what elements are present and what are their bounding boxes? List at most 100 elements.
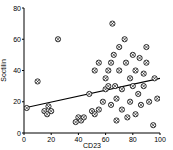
point-circle: [111, 52, 116, 57]
y-axis-label: Soctilin: [0, 59, 7, 82]
point-cross: [109, 103, 113, 107]
point: [130, 52, 135, 57]
point-cross: [139, 103, 143, 107]
y-tick-label: 60: [13, 36, 21, 43]
point: [103, 76, 108, 81]
point: [55, 37, 60, 42]
point-circle: [130, 52, 135, 57]
y-tick-label: 0: [17, 130, 21, 137]
point: [141, 71, 146, 76]
point-cross: [123, 37, 127, 41]
point: [127, 99, 132, 104]
point-circle: [35, 79, 40, 84]
point: [114, 118, 119, 123]
point-circle: [106, 84, 111, 89]
point-circle: [119, 87, 124, 92]
point-cross: [113, 84, 117, 88]
y-tick: [22, 8, 24, 9]
point: [96, 107, 101, 112]
point-cross: [117, 45, 121, 49]
chart: 020406080100020406080CD23Soctilin: [0, 0, 173, 150]
point: [106, 84, 111, 89]
point-circle: [125, 115, 130, 120]
point-cross: [136, 92, 140, 96]
x-tick-label: 60: [102, 136, 110, 143]
point: [144, 44, 149, 49]
x-tick-label: 100: [154, 136, 166, 143]
point-cross: [153, 77, 157, 81]
point: [152, 76, 157, 81]
point: [144, 60, 149, 65]
point-circle: [108, 60, 113, 65]
point-circle: [130, 84, 135, 89]
point-cross: [36, 80, 40, 84]
point-circle: [117, 68, 122, 73]
point-circle: [123, 60, 128, 65]
point: [119, 87, 124, 92]
point-circle: [144, 44, 149, 49]
point: [147, 99, 152, 104]
point-cross: [112, 53, 116, 57]
point: [117, 68, 122, 73]
point: [73, 119, 78, 124]
point-cross: [25, 106, 29, 110]
x-tick-label: 40: [75, 136, 83, 143]
point-circle: [141, 84, 146, 89]
point-circle: [113, 84, 118, 89]
point-circle: [144, 60, 149, 65]
point: [133, 68, 138, 73]
y-tick: [22, 39, 24, 40]
point-circle: [114, 96, 119, 101]
point: [108, 102, 113, 107]
point-circle: [46, 104, 51, 109]
point-cross: [120, 108, 124, 112]
point: [81, 115, 86, 120]
y-tick-label: 20: [13, 98, 21, 105]
point: [111, 52, 116, 57]
point-cross: [115, 119, 119, 123]
point-circle: [151, 123, 156, 128]
point-circle: [133, 68, 138, 73]
x-tick-label: 0: [22, 136, 26, 143]
point-circle: [103, 76, 108, 81]
point-cross: [47, 105, 51, 109]
x-axis-label: CD23: [83, 142, 101, 149]
plot-area: [24, 21, 160, 128]
point: [49, 109, 54, 114]
point-cross: [56, 37, 60, 41]
point-circle: [96, 60, 101, 65]
point-cross: [111, 22, 115, 26]
point: [130, 84, 135, 89]
point: [127, 76, 132, 81]
point-cross: [101, 100, 105, 104]
point-cross: [138, 56, 142, 60]
point: [141, 84, 146, 89]
point: [136, 91, 141, 96]
point-cross: [134, 69, 138, 73]
x-axis: [24, 133, 160, 134]
point-cross: [104, 77, 108, 81]
point-circle: [122, 37, 127, 42]
point-cross: [115, 97, 119, 101]
y-tick-label: 80: [13, 5, 21, 12]
point: [110, 21, 115, 26]
point: [24, 105, 29, 110]
point-cross: [147, 100, 151, 104]
point: [151, 123, 156, 128]
point: [133, 112, 138, 117]
point-circle: [24, 105, 29, 110]
point-cross: [109, 61, 113, 65]
point-cross: [145, 45, 149, 49]
point-cross: [97, 61, 101, 65]
point: [87, 91, 92, 96]
point-circle: [92, 68, 97, 73]
y-tick: [22, 70, 24, 71]
point: [35, 79, 40, 84]
point-circle: [138, 102, 143, 107]
point-cross: [142, 84, 146, 88]
point-cross: [142, 72, 146, 76]
point: [100, 99, 105, 104]
point-circle: [108, 102, 113, 107]
point-circle: [127, 99, 132, 104]
point-circle: [137, 55, 142, 60]
